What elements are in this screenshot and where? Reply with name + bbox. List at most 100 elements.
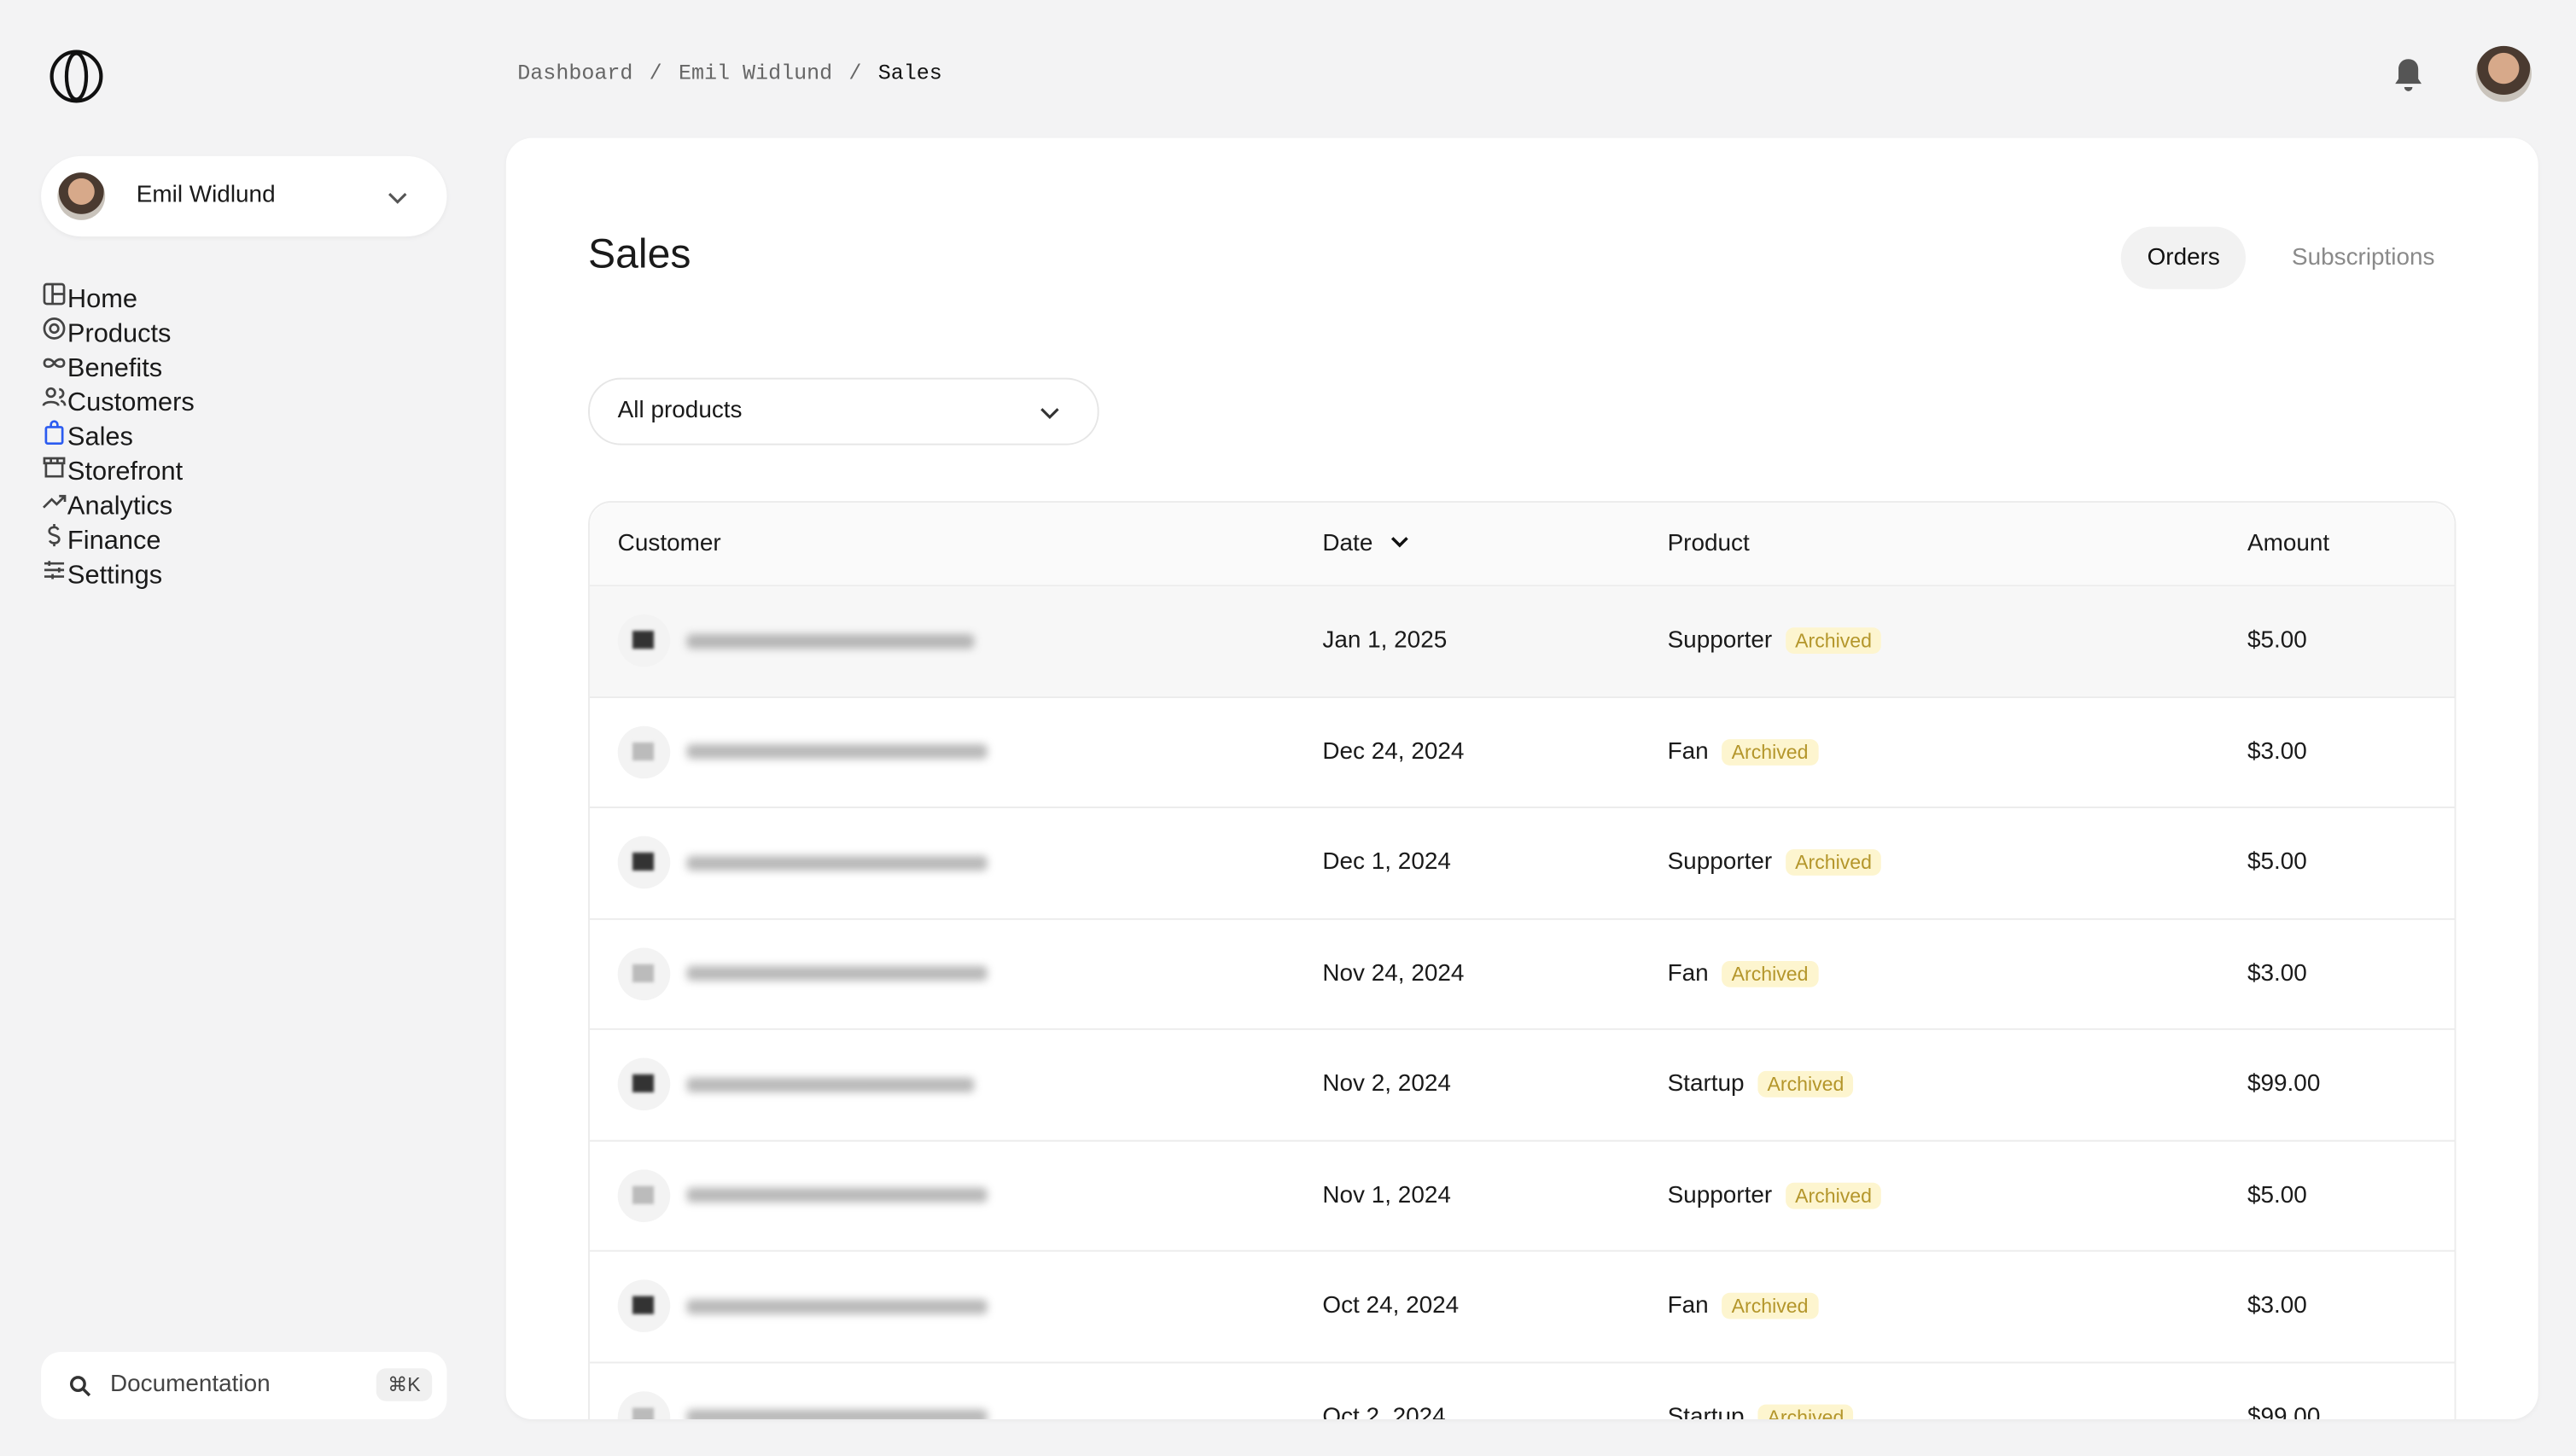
amount-cell: $5.00 — [2247, 849, 2307, 877]
status-badge: Archived — [1722, 960, 1819, 987]
customer-avatar — [617, 836, 671, 889]
date-cell: Oct 24, 2024 — [1322, 1293, 1460, 1320]
tab[interactable]: Orders — [2120, 226, 2247, 289]
product-filter[interactable]: All products — [588, 377, 1099, 446]
nav-icon — [48, 523, 61, 547]
documentation-link[interactable]: Documentation ⌘K — [41, 1352, 447, 1419]
account-name: Emil Widlund — [136, 182, 276, 209]
product-name: Supporter — [1667, 1182, 1773, 1209]
nav-label: Home — [67, 285, 138, 314]
product-name: Supporter — [1667, 627, 1773, 655]
nav-item[interactable]: Settings — [41, 556, 446, 591]
product-cell: Fan Archived — [1668, 1293, 1819, 1320]
status-badge: Archived — [1785, 1182, 1882, 1209]
nav-icon — [42, 387, 67, 406]
filter-label: All products — [617, 397, 743, 424]
customer-avatar — [617, 1057, 671, 1111]
nav-item[interactable]: Customers — [41, 384, 446, 418]
table-row[interactable]: Nov 24, 2024 Fan Archived $3.00 — [589, 919, 2455, 1030]
nav-icon — [43, 282, 66, 306]
table-row[interactable]: Jan 1, 2025 Supporter Archived $5.00 — [589, 586, 2455, 698]
customer-cell — [617, 1057, 975, 1111]
account-switcher[interactable]: Emil Widlund — [41, 155, 447, 237]
product-cell: Startup Archived — [1668, 1404, 1854, 1419]
amount-cell: $3.00 — [2247, 1293, 2307, 1320]
status-badge: Archived — [1757, 1071, 1854, 1098]
nav-item[interactable]: Benefits — [41, 350, 446, 384]
amount-cell: $99.00 — [2247, 1404, 2321, 1419]
product-name: Fan — [1667, 738, 1709, 766]
crumb[interactable]: Sales — [877, 61, 942, 86]
redacted-email — [686, 855, 988, 871]
nav-label: Analytics — [67, 492, 173, 521]
redacted-email — [686, 1298, 988, 1314]
product-cell: Supporter Archived — [1667, 1182, 1882, 1209]
nav-item[interactable]: Home — [41, 281, 446, 315]
customer-cell — [617, 725, 988, 778]
table-row[interactable]: Nov 2, 2024 Startup Archived $99.00 — [589, 1030, 2455, 1141]
crumb[interactable]: Emil Widlund — [678, 61, 833, 86]
column-header[interactable]: Date — [1322, 531, 1408, 556]
customer-avatar — [617, 1168, 671, 1222]
nav-item[interactable]: Sales — [41, 419, 446, 453]
tab[interactable]: Subscriptions — [2291, 244, 2435, 271]
date-cell: Jan 1, 2025 — [1322, 627, 1448, 655]
customer-cell — [617, 1390, 988, 1419]
table-row[interactable]: Oct 2, 2024 Startup Archived $99.00 — [590, 1363, 2455, 1419]
amount-cell: $3.00 — [2247, 960, 2307, 987]
documentation-label: Documentation — [109, 1372, 271, 1398]
nav-item[interactable]: Storefront — [41, 453, 446, 487]
orders-table: Customer Date Product Amount Jan 1, 2025 Supp… — [588, 501, 2457, 1419]
nav-icon — [44, 420, 64, 446]
table-row[interactable]: Dec 1, 2024 Supporter Archived $5.00 — [589, 808, 2455, 919]
product-name: Supporter — [1667, 849, 1773, 877]
table-header: Customer Date Product Amount — [589, 502, 2455, 587]
date-cell: Nov 24, 2024 — [1322, 960, 1465, 987]
table-row[interactable]: Oct 24, 2024 Fan Archived $3.00 — [589, 1252, 2455, 1363]
date-cell: Nov 1, 2024 — [1322, 1182, 1451, 1209]
amount-cell: $5.00 — [2247, 1182, 2307, 1209]
product-name: Startup — [1667, 1404, 1745, 1419]
nav-icon — [43, 317, 66, 340]
user-avatar[interactable] — [2475, 45, 2532, 102]
redacted-email — [686, 966, 988, 981]
customer-avatar — [617, 947, 671, 1000]
search-icon — [69, 1376, 91, 1397]
nav-label: Storefront — [67, 457, 184, 486]
account-avatar — [57, 172, 106, 220]
amount-cell: $99.00 — [2247, 1071, 2321, 1098]
nav-item[interactable]: Analytics — [41, 488, 446, 522]
product-cell: Fan Archived — [1667, 738, 1819, 766]
product-cell: Supporter Archived — [1667, 627, 1882, 655]
amount-cell: $5.00 — [2247, 627, 2307, 655]
column-header: Amount — [2247, 530, 2330, 557]
nav-icon — [43, 457, 66, 478]
nav-label: Sales — [67, 423, 133, 452]
product-cell: Startup Archived — [1668, 1071, 1854, 1098]
crumb[interactable]: Dashboard — [517, 61, 633, 86]
table-row[interactable]: Nov 1, 2024 Supporter Archived $5.00 — [589, 1141, 2455, 1252]
nav-icon — [43, 494, 67, 509]
nav-icon — [43, 358, 66, 369]
customer-avatar — [617, 1390, 671, 1419]
redacted-email — [686, 744, 988, 760]
column-header: Product — [1667, 530, 1750, 557]
notifications[interactable] — [2392, 57, 2424, 93]
status-badge: Archived — [1757, 1404, 1854, 1419]
product-name: Startup — [1667, 1071, 1745, 1098]
nav-item[interactable]: Products — [41, 316, 446, 350]
logo[interactable] — [50, 50, 104, 104]
nav-label: Products — [67, 320, 172, 349]
customer-cell — [617, 614, 975, 667]
status-badge: Archived — [1722, 1293, 1819, 1320]
redacted-email — [686, 633, 975, 649]
table-row[interactable]: Dec 24, 2024 Fan Archived $3.00 — [589, 697, 2455, 808]
nav-label: Benefits — [67, 354, 163, 383]
nav-item[interactable]: Finance — [41, 522, 446, 556]
date-cell: Dec 1, 2024 — [1322, 849, 1451, 877]
customer-cell — [617, 1168, 988, 1222]
redacted-email — [686, 1188, 988, 1203]
shortcut: ⌘K — [376, 1368, 433, 1401]
redacted-email — [686, 1409, 988, 1419]
